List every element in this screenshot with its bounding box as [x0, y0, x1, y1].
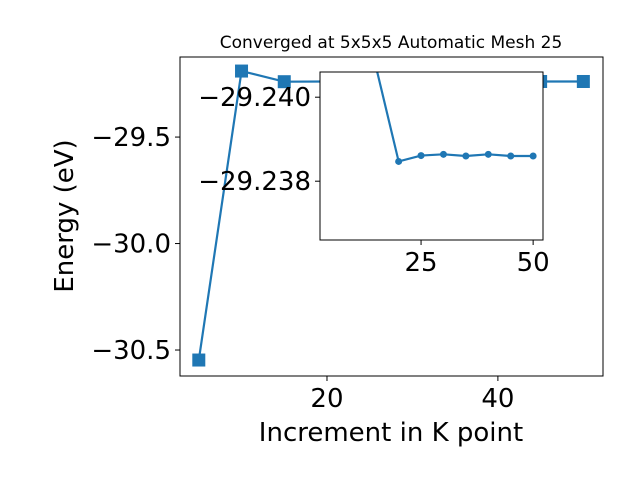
x-axis-label: Increment in K point: [259, 418, 523, 448]
chart-title: Converged at 5x5x5 Automatic Mesh 25: [220, 33, 563, 53]
x-tick-label: 20: [310, 384, 343, 414]
y-tick-label: −29.5: [91, 123, 171, 153]
y-axis-label: Energy (eV): [50, 139, 80, 292]
marker: [417, 152, 425, 160]
y-tick-label: −29.238: [198, 167, 311, 197]
data-line: [376, 72, 534, 163]
plot-frame: [319, 71, 544, 241]
marker: [576, 74, 590, 88]
marker: [235, 64, 249, 78]
marker: [192, 353, 206, 367]
y-tick-label: −29.240: [198, 83, 311, 113]
marker: [439, 150, 447, 158]
x-tick-label: 50: [517, 248, 550, 278]
x-tick-label: 25: [405, 248, 438, 278]
plot-frame: [179, 56, 604, 377]
y-tick-label: −30.5: [91, 336, 171, 366]
x-tick-label: 40: [481, 384, 514, 414]
marker: [395, 157, 403, 165]
y-tick-label: −30.0: [91, 230, 171, 260]
marker: [484, 150, 492, 158]
marker: [529, 152, 537, 160]
marker: [507, 152, 515, 160]
marker: [462, 152, 470, 160]
plot-area: [376, 72, 537, 165]
marker: [277, 75, 291, 89]
